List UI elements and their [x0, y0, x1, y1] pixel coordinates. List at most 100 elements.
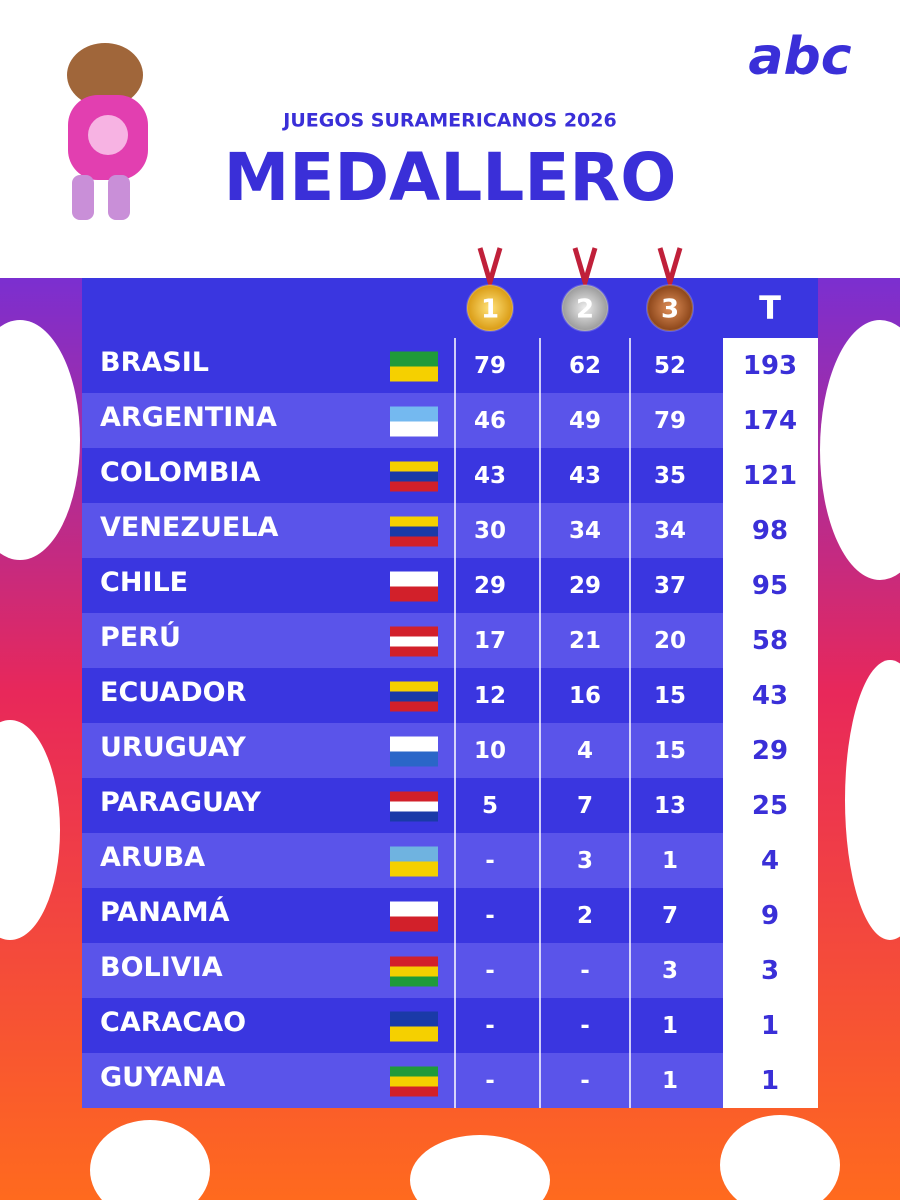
flag-stripe [390, 571, 438, 587]
column-header: 3 [661, 295, 679, 325]
flag-stripe [390, 976, 438, 987]
medal-count: 79 [654, 408, 686, 434]
total-cell [723, 503, 818, 558]
total-cell [723, 338, 818, 393]
medal-count: 4 [577, 738, 593, 764]
flag-stripe [390, 861, 438, 877]
country-name: CARACAO [100, 1007, 246, 1038]
country-name: PERÚ [100, 621, 181, 653]
total-value: 29 [752, 736, 788, 766]
medal-count: 7 [577, 793, 593, 819]
total-value: 58 [752, 626, 788, 656]
medal-count: 49 [569, 408, 601, 434]
flag-stripe [390, 801, 438, 812]
total-value: 193 [743, 351, 797, 381]
flag-stripe [390, 626, 438, 637]
total-cell [723, 668, 818, 723]
total-cell [723, 448, 818, 503]
flag-stripe [390, 901, 438, 917]
total-cell [723, 943, 818, 998]
flag-stripe [390, 956, 438, 967]
medal-count: 1 [662, 1013, 678, 1039]
mascot [67, 43, 148, 220]
flag-stripe [390, 471, 438, 482]
medal [466, 284, 514, 332]
medal-count: 43 [569, 463, 601, 489]
total-value: 9 [761, 901, 779, 931]
medal-count: 3 [577, 848, 593, 874]
title: MEDALLERO [224, 139, 677, 216]
medal-count: 13 [654, 793, 686, 819]
flag-stripe [390, 461, 438, 472]
total-cell [723, 1053, 818, 1108]
medal-count: 1 [662, 848, 678, 874]
flag-stripe [390, 406, 438, 422]
flag-stripe [390, 516, 438, 527]
country-name: BOLIVIA [100, 952, 223, 983]
country-name: PARAGUAY [100, 787, 261, 818]
country-name: CHILE [100, 567, 188, 598]
medal-ribbon [477, 247, 503, 291]
total-value: 1 [761, 1011, 779, 1041]
total-cell [723, 558, 818, 613]
flag-stripe [390, 646, 438, 657]
flag-stripe [390, 1011, 438, 1027]
flag-stripe [390, 1026, 438, 1042]
country-name: GUYANA [100, 1062, 226, 1093]
country-name: ARGENTINA [100, 402, 277, 433]
country-name: URUGUAY [100, 732, 246, 763]
total-value: 1 [761, 1066, 779, 1096]
medal-count: - [485, 958, 495, 984]
flag-stripe [390, 811, 438, 822]
medal-count: - [580, 1013, 590, 1039]
total-value: 121 [743, 461, 797, 491]
column-header: T [759, 289, 781, 327]
flag-stripe [390, 691, 438, 702]
medal-count: 79 [474, 353, 506, 379]
medal-count: 46 [474, 408, 506, 434]
medal-ribbon [572, 247, 598, 291]
total-cell [723, 393, 818, 448]
medal-count: - [485, 1013, 495, 1039]
flag-stripe [390, 536, 438, 547]
medal-count: 2 [577, 903, 593, 929]
column-header: 2 [576, 295, 594, 325]
flag-stripe [390, 526, 438, 537]
country-name: VENEZUELA [100, 512, 279, 543]
medal-count: - [485, 1068, 495, 1094]
flag-stripe [390, 1066, 438, 1077]
total-cell [723, 998, 818, 1053]
total-value: 4 [761, 846, 779, 876]
flag-stripe [390, 586, 438, 602]
total-value: 95 [752, 571, 788, 601]
flag-stripe [390, 421, 438, 437]
total-value: 3 [761, 956, 779, 986]
country-name: ECUADOR [100, 677, 247, 708]
medal-count: 52 [654, 353, 686, 379]
medal-count: 62 [569, 353, 601, 379]
total-cell [723, 888, 818, 943]
medal-ribbon [657, 247, 683, 291]
total-cell [723, 723, 818, 778]
medal-count: 29 [474, 573, 506, 599]
flag-stripe [390, 1076, 438, 1087]
total-cell [723, 833, 818, 888]
medal-count: 10 [474, 738, 506, 764]
medal-count: - [580, 958, 590, 984]
flag-stripe [390, 846, 438, 862]
medal-count: 1 [662, 1068, 678, 1094]
total-cell [723, 613, 818, 668]
medal-count: 34 [569, 518, 601, 544]
country-name: BRASIL [100, 347, 209, 378]
flag-stripe [390, 351, 438, 367]
total-value: 174 [743, 406, 797, 436]
flag-stripe [390, 791, 438, 802]
logo: abc [748, 27, 851, 87]
flag-stripe [390, 366, 438, 382]
column-header: 1 [481, 295, 499, 325]
flag-stripe [390, 481, 438, 492]
medal-count: - [485, 848, 495, 874]
medal-count: - [580, 1068, 590, 1094]
